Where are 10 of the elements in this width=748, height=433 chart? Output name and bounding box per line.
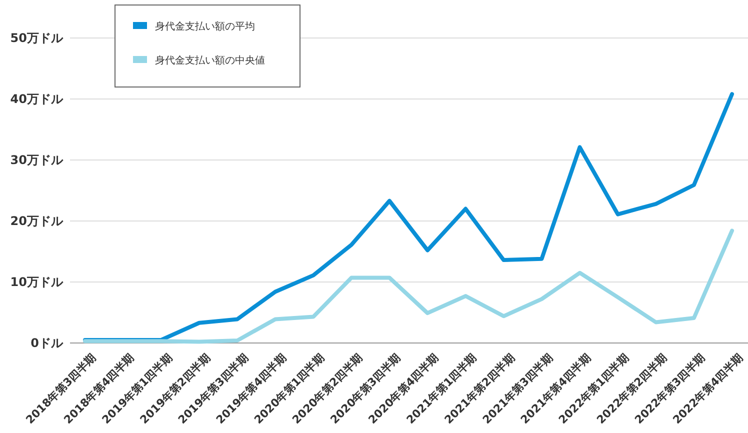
legend-label: 身代金支払い額の平均 bbox=[155, 20, 255, 32]
y-tick-label: 20万ドル bbox=[10, 214, 64, 228]
y-tick-label: 40万ドル bbox=[10, 92, 64, 106]
legend-label: 身代金支払い額の中央値 bbox=[155, 54, 265, 66]
line-series bbox=[83, 92, 734, 342]
y-tick-label: 10万ドル bbox=[10, 275, 64, 290]
y-tick-label: 0ドル bbox=[30, 336, 64, 350]
y-tick-label: 30万ドル bbox=[10, 153, 64, 168]
line-series bbox=[83, 228, 734, 344]
y-tick-label: 50万ドル bbox=[10, 31, 64, 46]
